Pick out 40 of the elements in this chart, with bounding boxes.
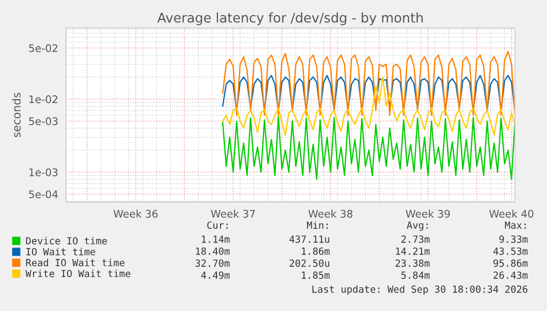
y-tick-label: 5e-02	[29, 44, 58, 52]
y-axis-title: seconds	[12, 92, 21, 138]
x-tick-label: Week 38	[308, 210, 352, 218]
text: 202.50u	[290, 259, 330, 267]
text: 9.33m	[499, 235, 528, 243]
x-tick-label: Week 36	[114, 210, 158, 218]
text: Cur:	[207, 221, 228, 229]
text: 14.21m	[396, 247, 430, 255]
text: 23.38m	[396, 259, 430, 267]
text: 5.84m	[401, 271, 430, 279]
legend-label: Write IO Wait time	[26, 270, 130, 278]
text: 32.70m	[196, 259, 230, 267]
legend-label: IO Wait time	[26, 248, 96, 256]
y-tick-label: 5e-04	[29, 190, 58, 198]
text: Max:	[504, 222, 526, 229]
text: 1.14m	[202, 236, 230, 243]
text: 1.86m	[302, 247, 330, 255]
text: 18.40m	[196, 247, 230, 255]
legend-label: Device IO time	[26, 236, 107, 244]
line-series	[222, 50, 515, 116]
text: 95.86m	[493, 259, 528, 267]
chart-title: Average latency for /dev/sdg - by month	[157, 12, 423, 26]
line-series	[222, 116, 515, 180]
legend-label: Read IO Wait time	[26, 258, 124, 266]
x-tick-label: Week 37	[210, 210, 255, 218]
text: 437.11u	[290, 235, 330, 243]
y-tick-label: 1e-02	[29, 95, 58, 104]
x-tick-label: Week 39	[406, 210, 450, 218]
text: 2.73m	[401, 235, 430, 243]
text: Last update: Wed Sep 30 18:00:34 2026	[312, 285, 528, 295]
x-tick-label: Week 40	[489, 210, 534, 218]
text: 1.85m	[302, 271, 330, 279]
line-series	[222, 76, 515, 136]
text: 43.53m	[493, 247, 528, 255]
text: Avg:	[406, 222, 428, 231]
text: 4.49m	[201, 271, 230, 279]
text: Min:	[306, 221, 328, 229]
text: 26.43m	[494, 271, 528, 279]
y-tick-label: 1e-03	[29, 168, 58, 176]
y-tick-label: 5e-03	[29, 117, 58, 126]
